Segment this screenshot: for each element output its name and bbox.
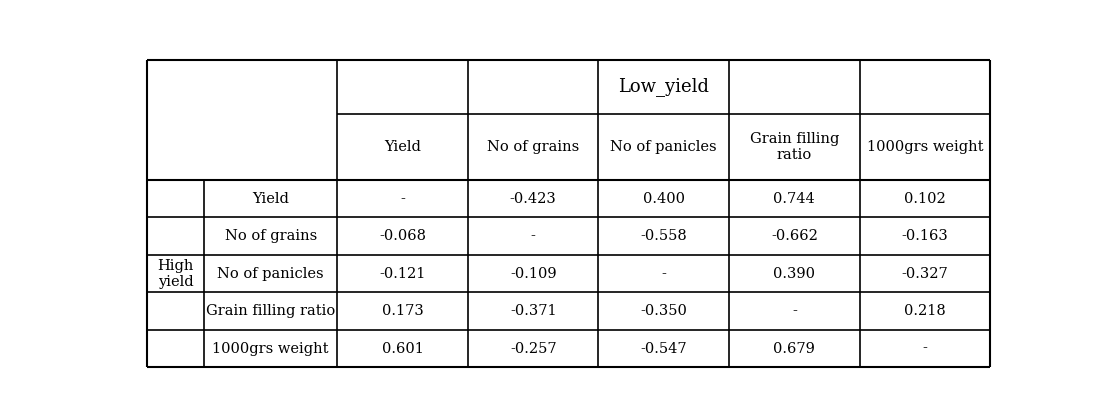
Text: 0.601: 0.601: [381, 341, 423, 356]
Text: -0.547: -0.547: [641, 341, 687, 356]
Text: No of panicles: No of panicles: [218, 267, 324, 281]
Text: 0.744: 0.744: [774, 192, 815, 206]
Text: Grain filling
ratio: Grain filling ratio: [749, 132, 839, 162]
Text: 0.218: 0.218: [904, 304, 946, 318]
Text: 0.400: 0.400: [643, 192, 685, 206]
Text: -0.371: -0.371: [509, 304, 557, 318]
Text: 0.173: 0.173: [381, 304, 423, 318]
Text: High
yield: High yield: [157, 259, 193, 289]
Text: -0.423: -0.423: [509, 192, 557, 206]
Text: -0.327: -0.327: [902, 267, 948, 281]
Text: Low_yield: Low_yield: [619, 78, 709, 97]
Text: 0.390: 0.390: [774, 267, 815, 281]
Text: -0.068: -0.068: [379, 229, 427, 243]
Text: -0.350: -0.350: [640, 304, 687, 318]
Text: -0.558: -0.558: [641, 229, 687, 243]
Text: No of grains: No of grains: [487, 140, 579, 154]
Text: No of grains: No of grains: [224, 229, 317, 243]
Text: Grain filling ratio: Grain filling ratio: [206, 304, 335, 318]
Text: -: -: [661, 267, 666, 281]
Text: -0.121: -0.121: [379, 267, 425, 281]
Text: 1000grs weight: 1000grs weight: [866, 140, 983, 154]
Text: 0.102: 0.102: [904, 192, 946, 206]
Text: -: -: [923, 341, 927, 356]
Text: 1000grs weight: 1000grs weight: [212, 341, 329, 356]
Text: No of panicles: No of panicles: [610, 140, 717, 154]
Text: -0.257: -0.257: [509, 341, 557, 356]
Text: -: -: [400, 192, 406, 206]
Text: -0.109: -0.109: [509, 267, 557, 281]
Text: -0.163: -0.163: [902, 229, 948, 243]
Text: Yield: Yield: [385, 140, 421, 154]
Text: -0.662: -0.662: [771, 229, 818, 243]
Text: Yield: Yield: [252, 192, 290, 206]
Text: -: -: [792, 304, 797, 318]
Text: -: -: [530, 229, 536, 243]
Text: 0.679: 0.679: [774, 341, 815, 356]
